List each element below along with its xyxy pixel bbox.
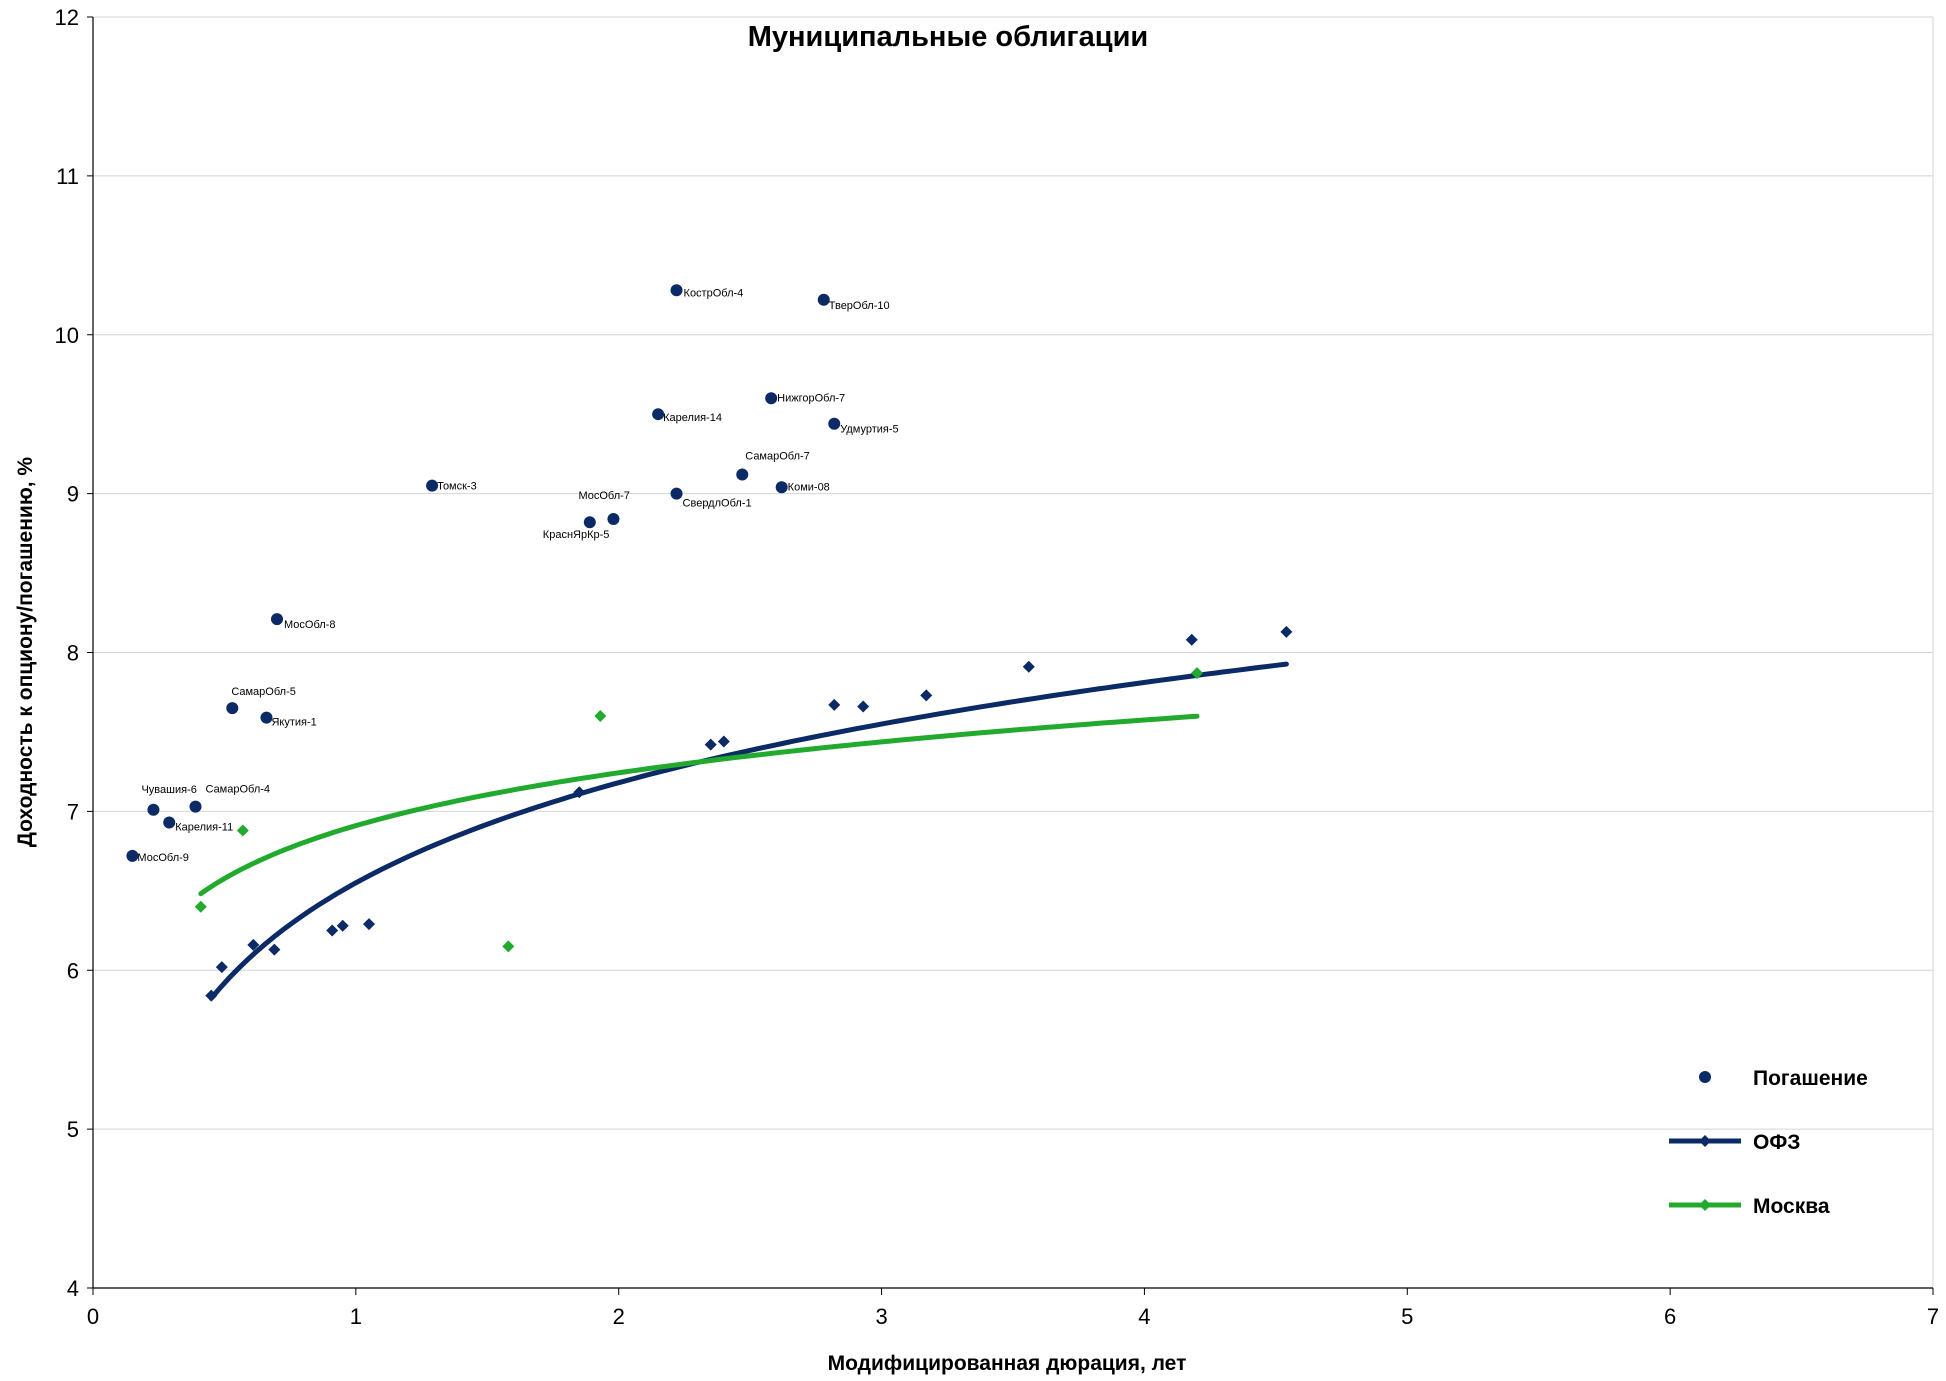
legend-marker-ofz (1699, 1135, 1711, 1147)
y-tick-label: 8 (67, 641, 79, 666)
x-tick-label: 5 (1401, 1304, 1413, 1329)
pogashenie-point (189, 800, 202, 813)
x-tick-label: 4 (1138, 1304, 1150, 1329)
point-label: Карелия-11 (175, 821, 233, 833)
y-tick-label: 11 (56, 164, 79, 189)
x-tick-label: 7 (1927, 1304, 1939, 1329)
ofz-point (268, 943, 281, 956)
x-tick-label: 1 (350, 1304, 362, 1329)
ofz-point (857, 700, 870, 713)
point-label: КострОбл-4 (684, 287, 744, 299)
ofz-point (205, 989, 218, 1002)
y-tick-label: 5 (67, 1117, 79, 1142)
point-label: СамарОбл-4 (206, 784, 271, 796)
y-tick-label: 10 (55, 323, 79, 348)
x-tick-label: 0 (87, 1304, 99, 1329)
point-label: ТверОбл-10 (829, 300, 890, 312)
pogashenie-point (426, 479, 439, 492)
x-axis-title: Модифицированная дюрация, лет (828, 1352, 1187, 1375)
moskva-point (194, 900, 207, 913)
legend-marker-pogashenie (1699, 1071, 1711, 1083)
y-tick-label: 6 (67, 958, 79, 983)
point-label: КраснЯрКр-5 (543, 529, 610, 541)
gridlines (93, 16, 1934, 1288)
y-tick-label: 7 (67, 799, 79, 824)
ofz-point (326, 924, 339, 937)
legend-label: ОФЗ (1753, 1131, 1800, 1154)
trendlines (198, 661, 1289, 1001)
point-labels: МосОбл-9 Чувашия-6 Карелия-11 СамарОбл-4 Сам… (137, 287, 898, 864)
moskva-point (1191, 667, 1203, 680)
y-axis-title: Доходность к опциону/погашению, % (14, 457, 37, 848)
point-label: Томск-3 (437, 481, 477, 493)
point-label: МосОбл-8 (284, 619, 335, 631)
point-label: НижгорОбл-7 (777, 392, 845, 404)
ofz-point (215, 961, 228, 974)
pogashenie-point (583, 516, 596, 529)
point-label: Якутия-1 (271, 717, 316, 729)
legend-label: Погашение (1753, 1067, 1868, 1090)
ofz-point (573, 786, 586, 799)
point-label: Чувашия-6 (141, 784, 196, 796)
pogashenie-point (260, 711, 273, 724)
y-tick-label: 9 (67, 482, 79, 507)
pogashenie-point (736, 468, 749, 481)
pogashenie-point (670, 284, 683, 297)
legend: Погашение ОФЗ Москва (1669, 1067, 1868, 1218)
pogashenie-point (828, 417, 841, 430)
ofz-point (1022, 660, 1035, 673)
pogashenie-point (147, 803, 160, 816)
point-label: Карелия-14 (663, 412, 722, 424)
ofz-point (704, 738, 717, 751)
pogashenie-point (775, 481, 788, 494)
ofz-point (717, 735, 730, 748)
point-label: СвердлОбл-1 (683, 498, 752, 510)
moskva-trendline (198, 713, 1200, 897)
pogashenie-point (126, 849, 139, 862)
pogashenie-point (607, 513, 620, 526)
point-label: Удмуртия-5 (840, 424, 898, 436)
pogashenie-point (817, 293, 830, 306)
ofz-point (336, 919, 349, 932)
ofz-point (363, 918, 375, 931)
data-points (126, 284, 1293, 1002)
point-label: МосОбл-9 (137, 852, 188, 864)
chart-title: Муниципальные облигации (748, 21, 1149, 53)
point-label: СамарОбл-5 (231, 686, 296, 698)
ofz-point (920, 689, 933, 702)
point-label: СамарОбл-7 (745, 451, 810, 463)
pogashenie-point (163, 816, 176, 829)
legend-marker-moskva (1699, 1199, 1711, 1211)
ofz-point (828, 698, 841, 711)
pogashenie-point (226, 702, 239, 715)
x-tick-label: 6 (1664, 1304, 1676, 1329)
moskva-point (236, 824, 249, 837)
y-tick-label: 4 (67, 1276, 79, 1301)
x-tick-label: 2 (613, 1304, 625, 1329)
pogashenie-point (765, 392, 778, 405)
ofz-point (1280, 625, 1293, 638)
point-label: МосОбл-7 (578, 490, 629, 502)
moskva-point (594, 710, 607, 723)
pogashenie-point (652, 408, 665, 421)
ofz-point (247, 938, 260, 951)
pogashenie-point (271, 613, 283, 626)
y-tick-label: 12 (55, 5, 79, 30)
pogashenie-point (670, 487, 683, 500)
legend-label: Москва (1753, 1195, 1830, 1218)
ofz-point (1185, 633, 1198, 646)
moskva-point (502, 940, 515, 953)
point-label: Коми-08 (788, 481, 830, 493)
x-tick-label: 3 (875, 1304, 887, 1329)
ofz-trendline (208, 661, 1289, 1001)
